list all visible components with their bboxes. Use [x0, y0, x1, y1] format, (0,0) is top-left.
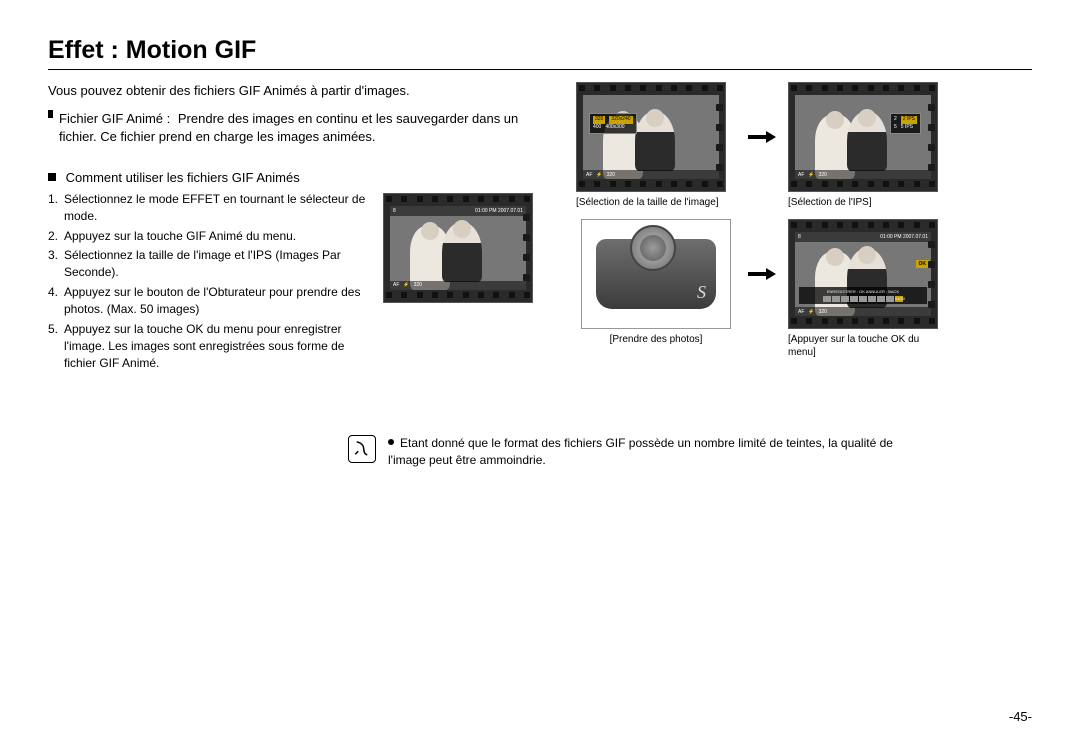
step-item: 5.Appuyez sur la touche OK du menu pour … [48, 321, 369, 373]
lcd-screen-size: 320 320x240 400 400x300 AF ⚡ 320 [576, 82, 726, 192]
photo-content [390, 216, 526, 280]
note-text-wrap: Etant donné que le format des fichiers G… [388, 435, 928, 470]
note-row: Etant donné que le format des fichiers G… [348, 435, 1032, 470]
step-screen-wrap: 8 01:00 PM 2007.07.01 AF ⚡ 320 [383, 193, 548, 375]
groom-figure [442, 222, 482, 282]
cell-ips: 2 2 IPS 5 5 IPS AF ⚡ 320 [Sélection de l'IPS… [788, 82, 948, 209]
page-number: -45- [1009, 709, 1032, 724]
square-bullet-icon [48, 173, 56, 181]
howto-heading: Comment utiliser les fichiers GIF Animés [66, 170, 300, 185]
camera-dial-illustration: S [581, 219, 731, 329]
step-item: 2.Appuyez sur la touche GIF Animé du men… [48, 228, 369, 245]
content-columns: Vous pouvez obtenir des fichiers GIF Ani… [48, 82, 1032, 375]
caption-ok: [Appuyer sur la touche OK du menu] [788, 333, 948, 359]
size-menu: 320 320x240 400 400x300 [589, 113, 637, 134]
step-item: 4.Appuyez sur le bouton de l'Obturateur … [48, 284, 369, 319]
step-text: Appuyez sur le bouton de l'Obturateur po… [64, 284, 369, 319]
step-text: Appuyez sur la touche GIF Animé du menu. [64, 228, 296, 245]
camera-body: S [596, 239, 716, 309]
lcd-count: 8 [393, 208, 396, 214]
note-text: Etant donné que le format des fichiers G… [388, 436, 893, 467]
lcd-count: 8 [798, 234, 801, 240]
intro-text: Vous pouvez obtenir des fichiers GIF Ani… [48, 82, 548, 100]
thumbnail-strip: 01/50 [801, 296, 925, 302]
cell-dial: S [Prendre des photos] [576, 219, 736, 346]
menu-key: 5 [894, 124, 897, 132]
lcd-datetime: 01:00 PM 2007.07.01 [475, 208, 523, 214]
lcd-screen-ok: 8 01:00 PM 2007.07.01 OK ENREGISTRER : OK… [788, 219, 938, 329]
title-block: Effet : Motion GIF [48, 36, 1032, 70]
menu-key: 320 [593, 116, 605, 124]
caption-size: [Sélection de la taille de l'image] [576, 196, 736, 209]
cell-size: 320 320x240 400 400x300 AF ⚡ 320 [Sélection … [576, 82, 736, 209]
lcd-af: AF [798, 172, 804, 178]
thumb-count: 01/50 [895, 296, 903, 302]
lcd-datetime: 01:00 PM 2007.07.01 [880, 234, 928, 240]
lcd-af: AF [798, 309, 804, 315]
step-text: Sélectionnez le mode EFFET en tournant l… [64, 191, 369, 226]
left-column: Vous pouvez obtenir des fichiers GIF Ani… [48, 82, 548, 375]
s-mode-label: S [697, 282, 706, 303]
caption-ips: [Sélection de l'IPS] [788, 196, 948, 209]
lcd-topbar: 8 01:00 PM 2007.07.01 [390, 206, 526, 216]
menu-val: 2 IPS [901, 116, 917, 124]
definition-row: Fichier GIF Animé : Prendre des images e… [48, 110, 548, 146]
flash-icon: ⚡ [808, 172, 814, 178]
howto-body: 1.Sélectionnez le mode EFFET en tournant… [48, 191, 548, 375]
step-text: Appuyez sur la touche OK du menu pour en… [64, 321, 369, 373]
step-item: 1.Sélectionnez le mode EFFET en tournant… [48, 191, 369, 226]
lcd-side-icons [523, 208, 531, 288]
save-overlay: ENREGISTRER : OK ANNULER : BACK 01/50 [799, 287, 927, 304]
definition-label: Fichier GIF Animé : [59, 111, 170, 126]
menu-val: 400x300 [605, 124, 624, 132]
manual-page: Effet : Motion GIF Vous pouvez obtenir d… [0, 0, 1080, 746]
lcd-size-label: 320 [607, 172, 615, 178]
flash-icon: ⚡ [596, 172, 602, 178]
step-text: Sélectionnez la taille de l'image et l'I… [64, 247, 369, 282]
caption-shoot: [Prendre des photos] [610, 333, 703, 346]
page-title: Effet : Motion GIF [48, 36, 1032, 65]
lcd-size-label: 320 [414, 282, 422, 288]
menu-val: 5 IPS [901, 124, 913, 132]
lcd-af: AF [393, 282, 399, 288]
lcd-inner: 8 01:00 PM 2007.07.01 AF ⚡ 320 [390, 206, 526, 290]
lcd-screen-ips: 2 2 IPS 5 5 IPS AF ⚡ 320 [788, 82, 938, 192]
menu-key: 400 [593, 124, 601, 132]
right-column: 320 320x240 400 400x300 AF ⚡ 320 [Sélection … [576, 82, 1032, 375]
arrow-right-icon [742, 219, 782, 329]
step-item: 3.Sélectionnez la taille de l'image et l… [48, 247, 369, 282]
screens-grid: 320 320x240 400 400x300 AF ⚡ 320 [Sélection … [576, 82, 1032, 359]
lcd-screen-main: 8 01:00 PM 2007.07.01 AF ⚡ 320 [383, 193, 533, 303]
square-bullet-icon [48, 110, 53, 118]
lcd-size-label: 320 [819, 172, 827, 178]
steps-list: 1.Sélectionnez le mode EFFET en tournant… [48, 191, 369, 375]
lcd-bottombar: AF ⚡ 320 [390, 281, 526, 290]
ok-badge: OK [916, 260, 930, 268]
menu-key: 2 [894, 116, 897, 124]
save-text: ENREGISTRER : OK ANNULER : BACK [801, 289, 925, 294]
lcd-af: AF [586, 172, 592, 178]
lcd-size-label: 320 [819, 309, 827, 315]
cell-ok: 8 01:00 PM 2007.07.01 OK ENREGISTRER : OK… [788, 219, 948, 359]
howto-heading-row: Comment utiliser les fichiers GIF Animés [48, 170, 548, 185]
flash-icon: ⚡ [808, 309, 814, 315]
ips-menu: 2 2 IPS 5 5 IPS [890, 113, 921, 134]
note-icon [348, 435, 376, 463]
flash-icon: ⚡ [403, 282, 409, 288]
mode-dial [630, 225, 676, 271]
dot-bullet-icon [388, 439, 394, 445]
arrow-right-icon [742, 82, 782, 192]
menu-val: 320x240 [609, 116, 632, 124]
